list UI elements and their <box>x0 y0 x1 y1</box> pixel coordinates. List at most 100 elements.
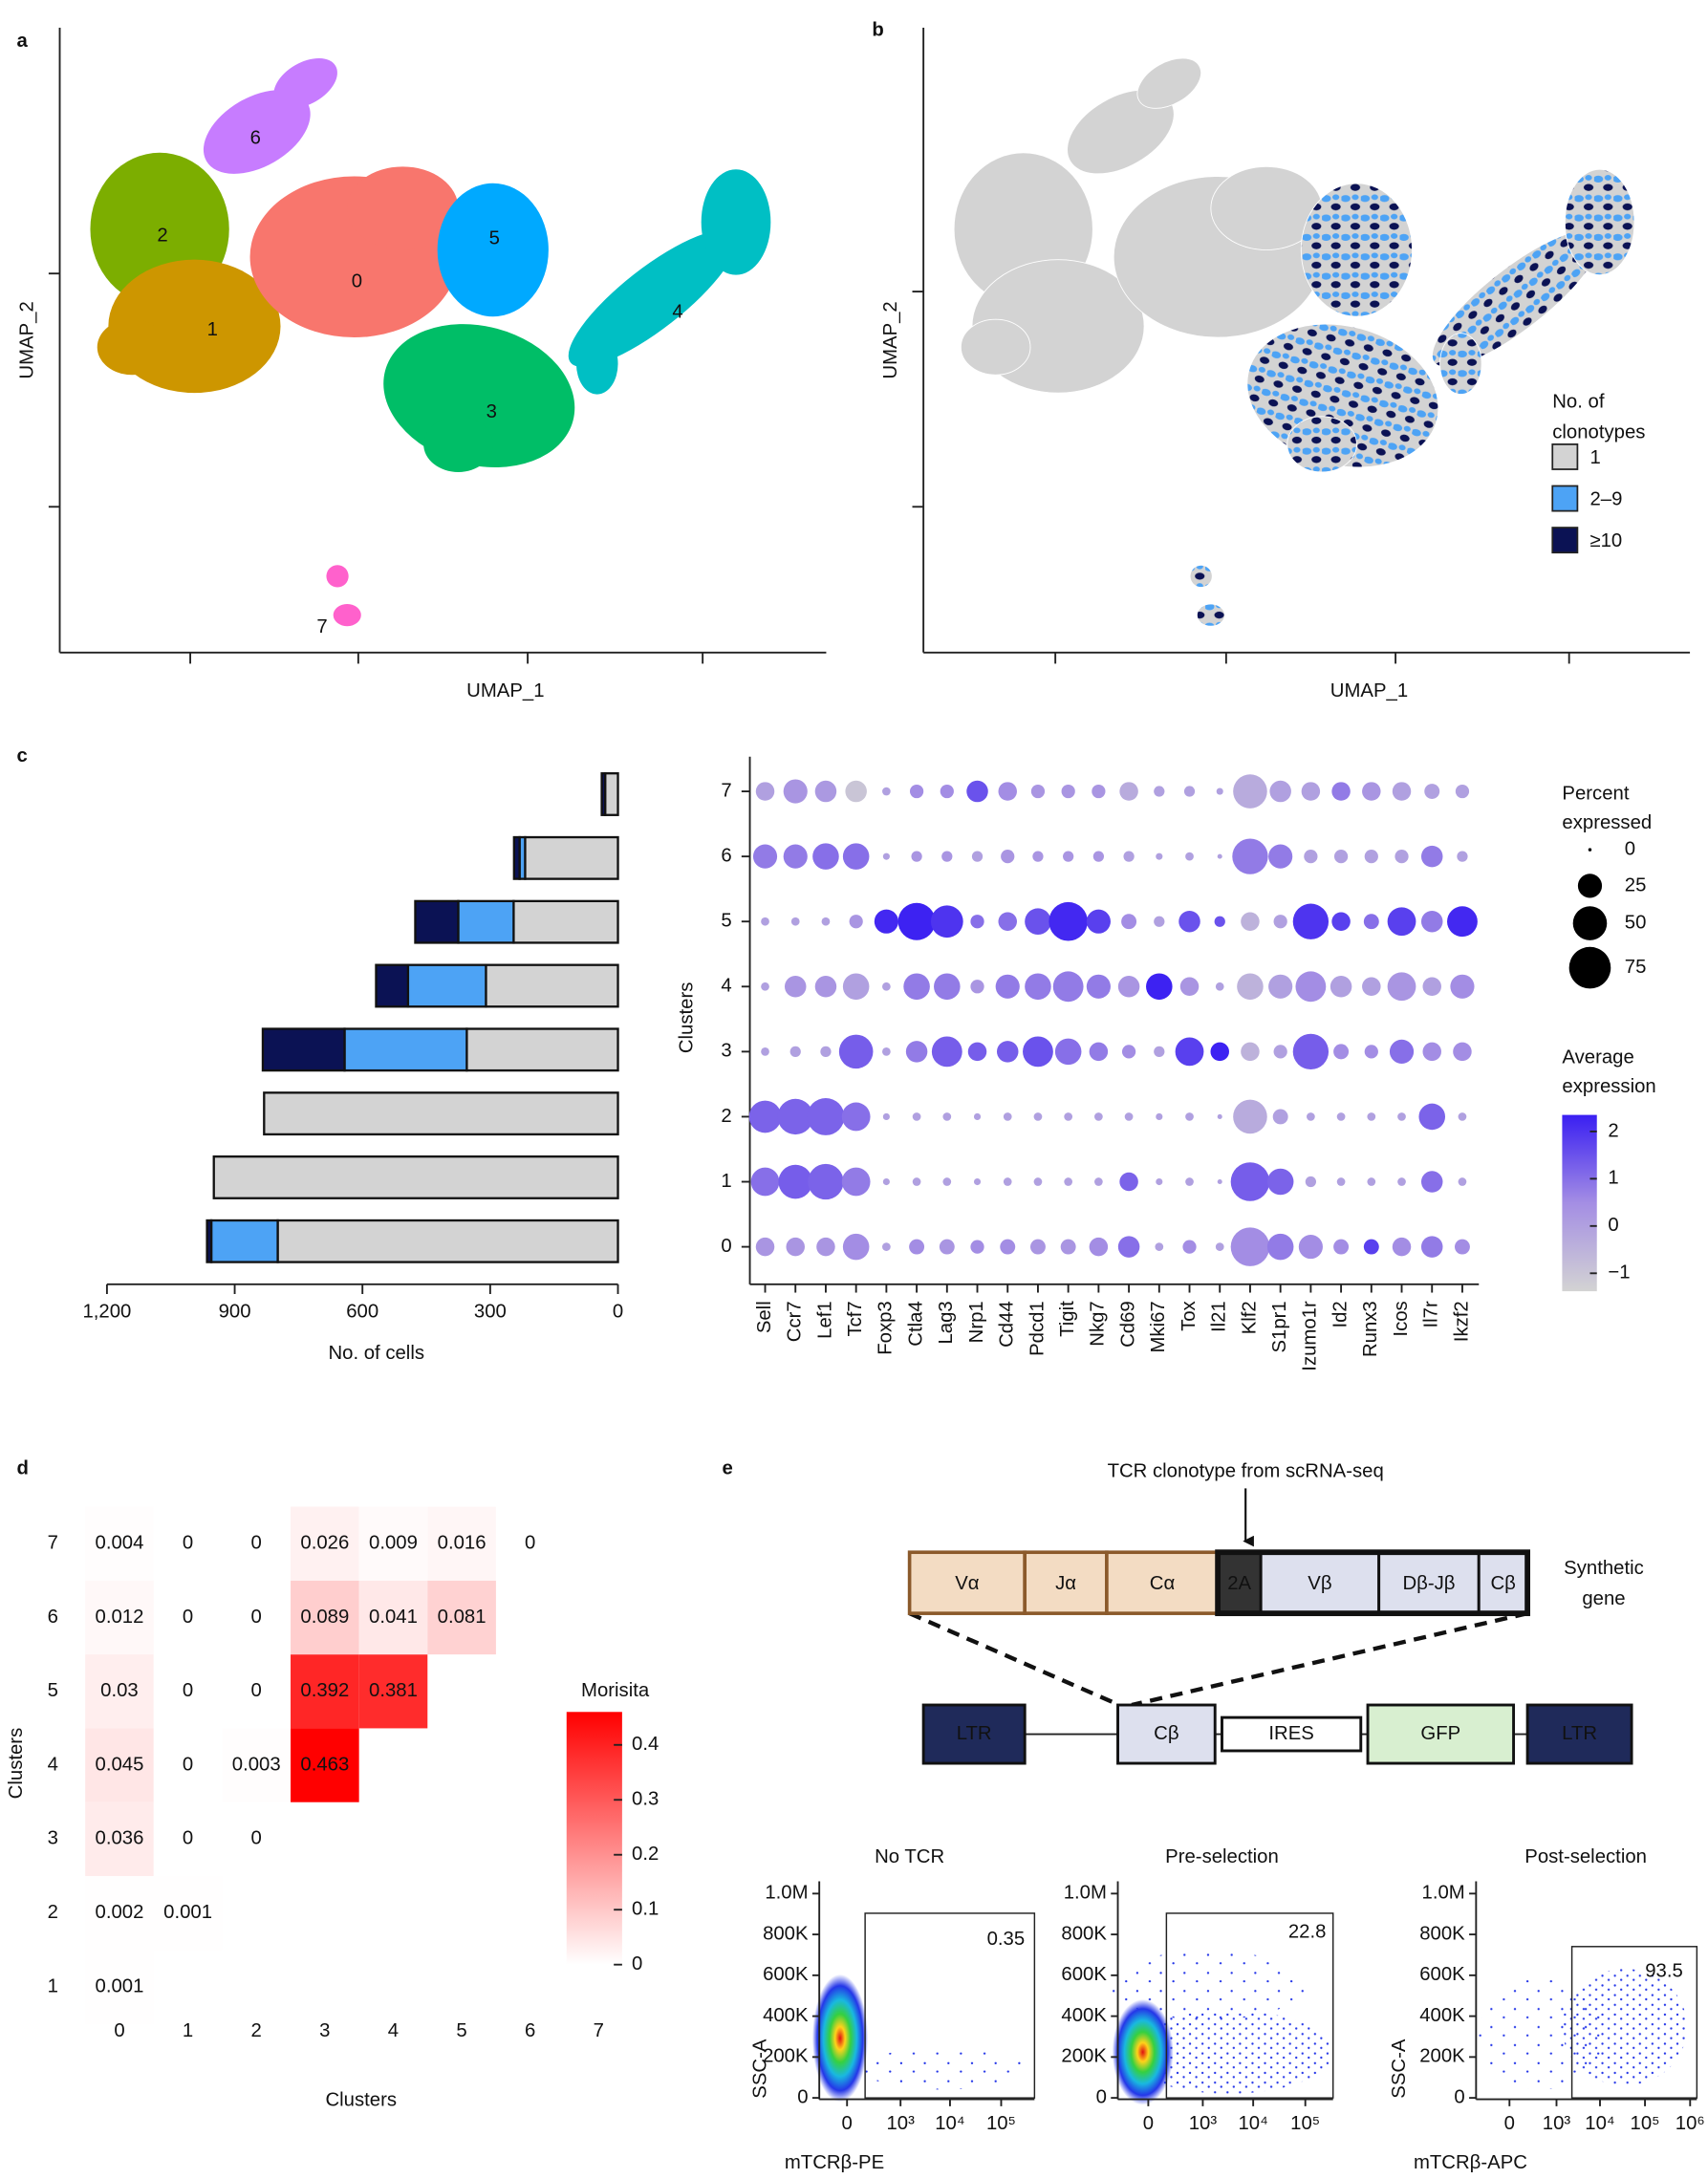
y-axis-label: Clusters <box>6 1728 27 1800</box>
x-tick-label: 6 <box>525 2020 535 2041</box>
legend-swatch <box>1551 527 1579 554</box>
vector-label: LTR <box>1562 1723 1597 1744</box>
dot <box>1214 916 1225 927</box>
y-tick-label: 800K <box>1061 1923 1107 1944</box>
heat-value: 0.003 <box>232 1754 281 1775</box>
cluster-region <box>423 416 493 472</box>
heat-value: 0.089 <box>300 1607 349 1628</box>
y-tick-label: 200K <box>1419 2046 1465 2067</box>
gene-label: Izumo1r <box>1300 1301 1321 1371</box>
heat-cell <box>85 1728 154 1802</box>
heat-value: 0.392 <box>300 1680 349 1701</box>
gene-label: Sell <box>754 1301 775 1333</box>
heat-cell <box>358 1654 428 1729</box>
dot <box>1185 852 1194 861</box>
dot <box>970 980 984 994</box>
dot <box>970 915 984 929</box>
heat-cell <box>85 1950 154 2024</box>
y-tick-label: 0 <box>797 2086 808 2107</box>
dot <box>1447 906 1478 938</box>
gene-label: Runx3 <box>1360 1301 1381 1357</box>
dot <box>777 1098 813 1135</box>
dot <box>1363 914 1379 930</box>
bar-segment <box>465 1027 619 1072</box>
x-tick-label: 0 <box>1504 2113 1515 2134</box>
x-tick-label: 0 <box>1143 2113 1154 2134</box>
gene-label: S1pr1 <box>1269 1301 1290 1352</box>
gate-value: 93.5 <box>1645 1960 1683 1981</box>
y-tick-label: 4 <box>721 976 731 997</box>
gene-label: Ctla4 <box>905 1301 926 1346</box>
dot <box>761 917 769 926</box>
size-legend-dot <box>1568 946 1611 989</box>
dot <box>903 973 930 1001</box>
dot <box>1420 910 1443 933</box>
event-density <box>1112 1999 1174 2105</box>
dot <box>1237 973 1264 1001</box>
x-tick-label: 10⁶ <box>1676 2113 1705 2134</box>
cluster-label: 3 <box>486 401 497 422</box>
vector-label: GFP <box>1420 1723 1460 1744</box>
vector-element <box>1221 1715 1363 1753</box>
dot <box>1064 1177 1073 1186</box>
dot <box>882 1177 890 1186</box>
dash <box>908 1611 1120 1708</box>
y-tick-label: 0 <box>1454 2086 1464 2107</box>
dot <box>1215 982 1224 991</box>
synthetic-label: gene <box>1582 1588 1625 1609</box>
dot <box>1217 853 1222 859</box>
gene-segment <box>1105 1550 1220 1615</box>
x-axis-label: Clusters <box>325 2089 397 2110</box>
cluster-label: 5 <box>489 227 500 248</box>
dot <box>755 782 775 801</box>
dot <box>842 1233 870 1261</box>
plot-title: No TCR <box>875 1846 944 1867</box>
dot <box>1392 782 1412 801</box>
dot <box>1146 973 1173 1001</box>
dot <box>1023 1036 1053 1068</box>
dot <box>1422 1042 1441 1062</box>
cluster-region <box>347 166 459 250</box>
dot <box>882 1112 890 1121</box>
clonotype-region <box>960 318 1031 376</box>
gene-label: Ikzf2 <box>1451 1301 1472 1342</box>
gene-segment <box>907 1550 1027 1615</box>
bar-segment <box>343 1027 468 1072</box>
x-axis-label: mTCRβ-PE <box>785 2152 884 2173</box>
heat-value: 0.026 <box>300 1533 349 1554</box>
colorbar-label: 0.2 <box>632 1844 659 1865</box>
dot <box>1272 1109 1288 1125</box>
legend-swatch <box>1551 485 1579 512</box>
x-tick-label: 10³ <box>886 2113 915 2134</box>
heat-cell <box>291 1506 359 1581</box>
dot <box>1052 971 1084 1003</box>
heat-value: 0.012 <box>96 1607 144 1628</box>
dot <box>973 1177 982 1186</box>
vector-label: Cβ <box>1154 1723 1178 1744</box>
bar-segment <box>375 963 410 1008</box>
size-legend-label: 75 <box>1625 957 1647 978</box>
heat-cell <box>358 1506 428 1581</box>
dot <box>909 784 924 799</box>
heat-value: 0 <box>183 1607 193 1628</box>
dot <box>1086 909 1111 934</box>
y-tick-label: 3 <box>48 1828 58 1849</box>
heat-value: 0.001 <box>163 1902 212 1923</box>
heat-cell <box>85 1654 154 1729</box>
dot <box>1301 782 1321 801</box>
x-axis-label: UMAP_1 <box>466 680 544 701</box>
dot <box>841 1102 871 1132</box>
colorbar <box>1562 1114 1597 1292</box>
cluster-region <box>273 57 337 109</box>
y-tick-label: 1 <box>48 1975 58 1996</box>
dot <box>1156 1112 1163 1121</box>
dot <box>1117 1236 1140 1258</box>
size-legend-title: Percent <box>1562 783 1629 804</box>
x-axis-label: mTCRβ-APC <box>1414 2152 1527 2173</box>
heat-cell <box>85 1876 154 1951</box>
synthetic-label: Synthetic <box>1564 1558 1644 1579</box>
dot <box>874 909 898 934</box>
dot <box>1268 974 1293 999</box>
gene-segment-label: Jα <box>1055 1573 1076 1594</box>
